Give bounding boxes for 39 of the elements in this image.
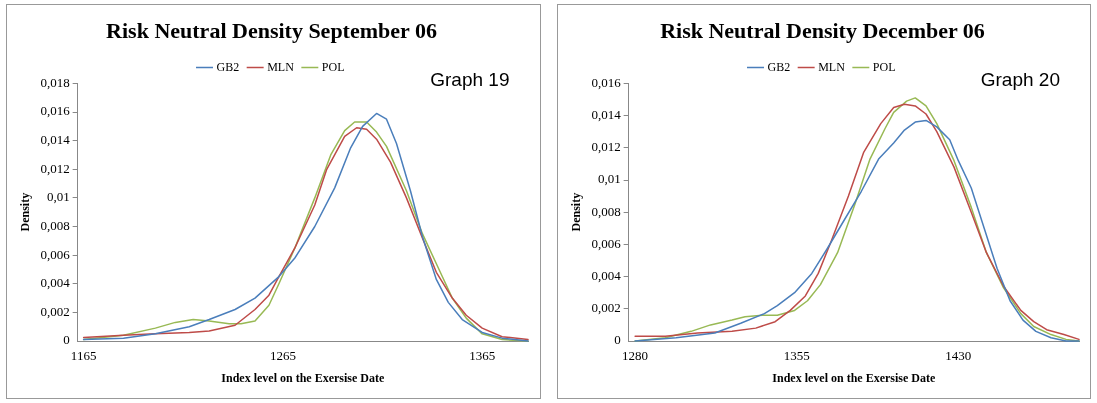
y-tick-label: 0,004	[590, 268, 621, 284]
x-tick-label: 1280	[621, 348, 648, 364]
y-tick-label: 0,01	[46, 189, 70, 205]
y-tick-label: 0,008	[40, 217, 70, 233]
y-tick-label: 0,014	[590, 107, 621, 123]
legend-label: MLN	[817, 59, 845, 74]
y-tick-label: 0,014	[40, 132, 71, 148]
y-axis-title: Density	[568, 192, 583, 232]
legend-label: MLN	[267, 59, 295, 74]
y-axis-title: Density	[18, 192, 33, 232]
legend-label: GB2	[216, 59, 240, 74]
y-tick-label: 0,006	[40, 246, 71, 262]
y-tick-label: 0,012	[590, 139, 621, 155]
legend-label: POL	[872, 59, 895, 74]
chart-title: Risk Neutral Density September 06	[106, 17, 437, 43]
annotation: Graph 20	[980, 69, 1060, 91]
legend-label: POL	[321, 59, 345, 74]
y-tick-label: 0,018	[40, 74, 70, 90]
y-tick-label: 0,016	[590, 74, 621, 90]
x-tick-label: 1355	[783, 348, 810, 364]
y-tick-label: 0,01	[597, 171, 621, 187]
y-tick-label: 0	[613, 332, 621, 348]
legend-label: GB2	[767, 59, 790, 74]
y-tick-label: 0,004	[40, 275, 71, 291]
y-tick-label: 0,008	[590, 203, 621, 219]
y-tick-label: 0,002	[40, 303, 70, 319]
x-tick-label: 1430	[944, 348, 971, 364]
y-tick-label: 0,002	[590, 300, 621, 316]
x-tick-label: 1265	[269, 348, 296, 364]
x-axis-title: Index level on the Exersise Date	[221, 370, 385, 385]
y-tick-label: 0,006	[590, 235, 621, 251]
x-tick-label: 1365	[469, 348, 496, 364]
y-tick-label: 0,012	[40, 160, 70, 176]
x-axis-title: Index level on the Exersise Date	[771, 370, 936, 385]
chart-title: Risk Neutral Density December 06	[659, 17, 985, 43]
y-tick-label: 0	[63, 332, 70, 348]
y-tick-label: 0,016	[40, 103, 71, 119]
annotation: Graph 19	[430, 69, 510, 91]
x-tick-label: 1165	[70, 348, 97, 364]
